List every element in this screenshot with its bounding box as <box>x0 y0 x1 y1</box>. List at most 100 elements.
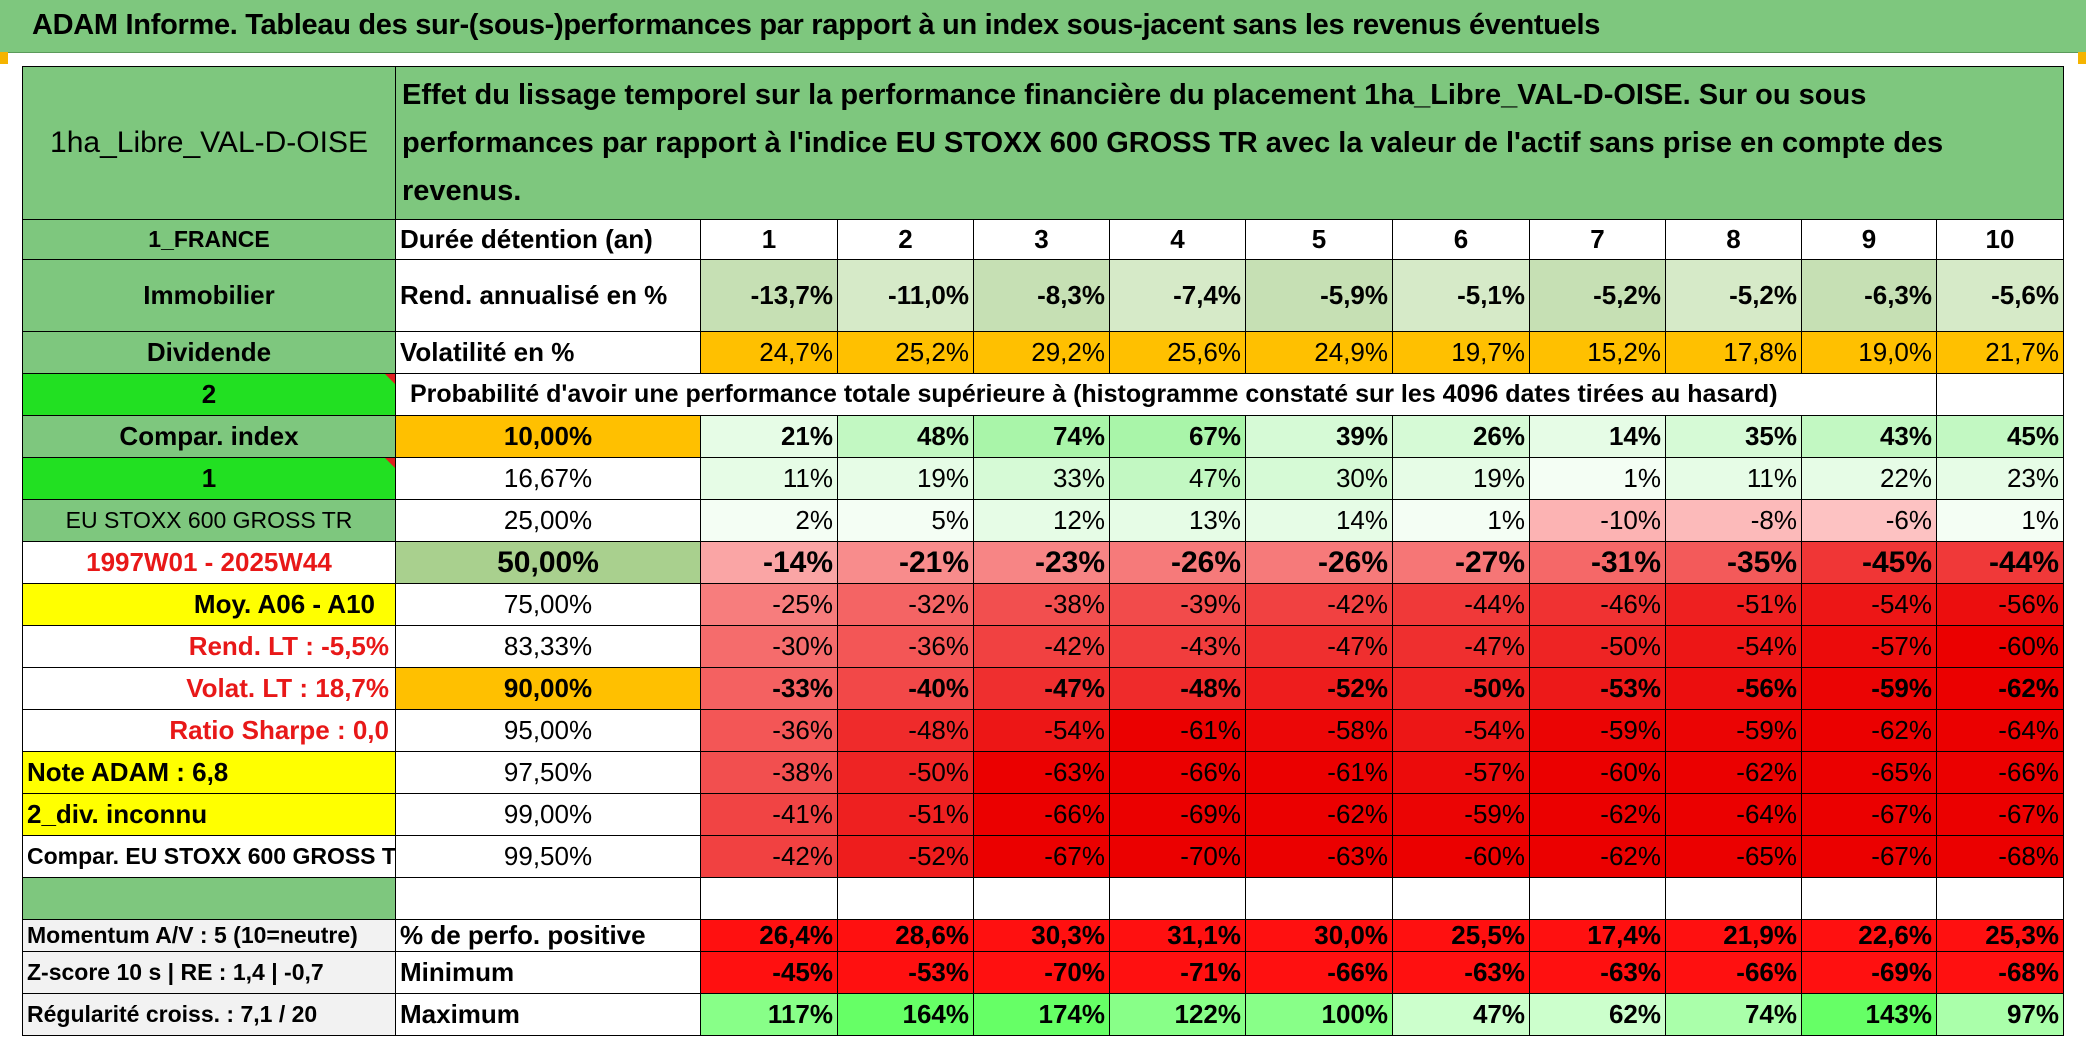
quantile-value: -53% <box>1529 667 1666 710</box>
summary-value: 117% <box>700 993 838 1036</box>
quantile-value: -57% <box>1392 751 1530 794</box>
quantile-value: -62% <box>1245 793 1393 836</box>
quantile-value: -67% <box>973 835 1110 878</box>
volatility-value: 17,8% <box>1665 331 1802 374</box>
quantile-value: 21% <box>700 415 838 458</box>
quantile-value: -25% <box>700 583 838 626</box>
quantile-value: 47% <box>1109 457 1246 500</box>
summary-label: Minimum <box>395 951 701 994</box>
empty-cell <box>1936 373 2064 416</box>
quantile-value: 23% <box>1936 457 2064 500</box>
quantile-value: 43% <box>1801 415 1937 458</box>
quantile-value: -8% <box>1665 499 1802 542</box>
volatility-row: Dividende Volatilité en % 24,7% 25,2% 29,2% 2… <box>22 331 2064 374</box>
quantile-value: -65% <box>1801 751 1937 794</box>
gap-cell <box>1665 877 1802 920</box>
year-header: 1 <box>700 219 838 260</box>
quantile-value: -59% <box>1392 793 1530 836</box>
year-header: 8 <box>1665 219 1802 260</box>
summary-value: -71% <box>1109 951 1246 994</box>
quantile-value: -47% <box>1245 625 1393 668</box>
gap-cell <box>837 877 974 920</box>
quantile-value: -51% <box>837 793 974 836</box>
corner-marker <box>2078 52 2086 64</box>
return-value: -5,1% <box>1392 259 1530 332</box>
quantile-value: -42% <box>973 625 1110 668</box>
quantile-value: -59% <box>1665 709 1802 752</box>
quantile-value: -68% <box>1936 835 2064 878</box>
quantile-value: -62% <box>1801 709 1937 752</box>
quantile-value: -44% <box>1936 541 2064 584</box>
quantile-value: -31% <box>1529 541 1666 584</box>
quantile-value: -48% <box>1109 667 1246 710</box>
summary-value: 26,4% <box>700 919 838 952</box>
quantile-value: -52% <box>1245 667 1393 710</box>
report-title-banner: ADAM Informe. Tableau des sur-(sous-)per… <box>0 0 2086 53</box>
quantile-value: -40% <box>837 667 974 710</box>
sidebar-label: 1 <box>22 457 396 500</box>
quantile-value: -46% <box>1529 583 1666 626</box>
summary-value: 30,3% <box>973 919 1110 952</box>
volatility-value: 24,7% <box>700 331 838 374</box>
gap-row <box>22 877 2064 920</box>
return-value: -5,2% <box>1665 259 1802 332</box>
quantile-value: -57% <box>1801 625 1937 668</box>
quantile-value: -38% <box>700 751 838 794</box>
quantile-row: EU STOXX 600 GROSS TR 25,00% 2% 5% 12% 13% 14%… <box>22 499 2064 542</box>
quantile-value: 19% <box>1392 457 1530 500</box>
quantile-row: Moy. A06 - A10 75,00% -25% -32% -38% -39% -42%… <box>22 583 2064 626</box>
summary-value: -70% <box>973 951 1110 994</box>
quantile-value: -62% <box>1665 751 1802 794</box>
quantile-value: -54% <box>973 709 1110 752</box>
sidebar-label: Moy. A06 - A10 <box>22 583 396 626</box>
quantile-value: -54% <box>1392 709 1530 752</box>
performance-table: 1ha_Libre_VAL-D-OISE Effet du lissage tem… <box>22 66 2064 1036</box>
quantile-level: 90,00% <box>395 667 701 710</box>
quantile-value: -50% <box>837 751 974 794</box>
quantile-value: -33% <box>700 667 838 710</box>
quantile-value: 14% <box>1529 415 1666 458</box>
row-label-volatility: Volatilité en % <box>395 331 701 374</box>
sidebar-label: Note ADAM : 6,8 <box>22 751 396 794</box>
quantile-level: 83,33% <box>395 625 701 668</box>
quantile-value: 5% <box>837 499 974 542</box>
quantile-value: -62% <box>1936 667 2064 710</box>
quantile-value: 30% <box>1245 457 1393 500</box>
quantile-row: Rend. LT : -5,5% 83,33% -30% -36% -42% -43% -4… <box>22 625 2064 668</box>
quantile-value: 11% <box>1665 457 1802 500</box>
quantile-value: -45% <box>1801 541 1937 584</box>
sidebar-label: EU STOXX 600 GROSS TR <box>22 499 396 542</box>
year-header: 3 <box>973 219 1110 260</box>
quantile-level: 25,00% <box>395 499 701 542</box>
quantile-value: -66% <box>1109 751 1246 794</box>
summary-left-label: Régularité croiss. : 7,1 / 20 <box>22 993 396 1036</box>
quantile-value: -61% <box>1109 709 1246 752</box>
quantile-value: 12% <box>973 499 1110 542</box>
quantile-value: -14% <box>700 541 838 584</box>
quantile-value: -61% <box>1245 751 1393 794</box>
summary-label: % de perfo. positive <box>395 919 701 952</box>
quantile-level: 99,00% <box>395 793 701 836</box>
quantile-value: -41% <box>700 793 838 836</box>
volatility-value: 15,2% <box>1529 331 1666 374</box>
summary-value: -63% <box>1529 951 1666 994</box>
quantile-value: -66% <box>973 793 1110 836</box>
quantile-value: -42% <box>700 835 838 878</box>
quantile-value: -56% <box>1665 667 1802 710</box>
summary-value: -63% <box>1392 951 1530 994</box>
quantile-value: -62% <box>1529 793 1666 836</box>
quantile-value: -44% <box>1392 583 1530 626</box>
summary-value: 164% <box>837 993 974 1036</box>
quantile-value: -62% <box>1529 835 1666 878</box>
return-value: -13,7% <box>700 259 838 332</box>
quantile-value: -47% <box>1392 625 1530 668</box>
quantile-value: -52% <box>837 835 974 878</box>
summary-value: 30,0% <box>1245 919 1393 952</box>
volatility-value: 19,0% <box>1801 331 1937 374</box>
quantile-value: -59% <box>1529 709 1666 752</box>
quantile-value: 19% <box>837 457 974 500</box>
quantile-row: 1 16,67% 11% 19% 33% 47% 30% 19% 1% 11% 22% 23% <box>22 457 2064 500</box>
quantile-value: -47% <box>973 667 1110 710</box>
gap-cell <box>973 877 1110 920</box>
quantile-value: 1% <box>1529 457 1666 500</box>
